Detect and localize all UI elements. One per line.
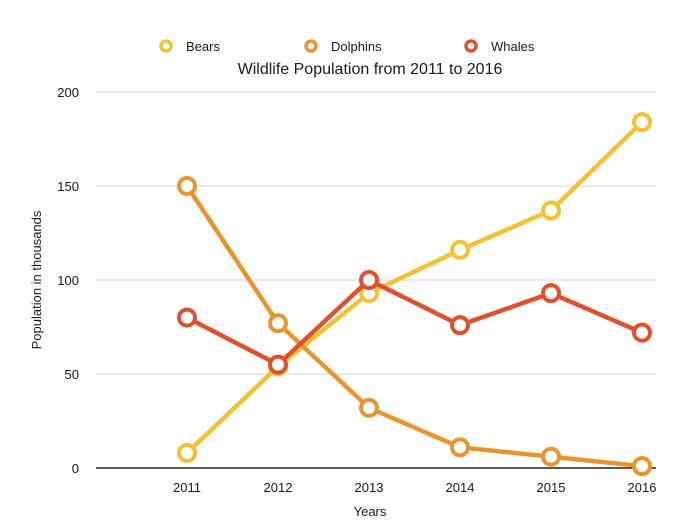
data-point — [177, 442, 197, 463]
legend: Bears Dolphins Whales — [159, 39, 535, 54]
series-layer — [177, 112, 652, 477]
data-point — [268, 354, 288, 375]
data-point — [632, 112, 652, 133]
legend-item-whales: Whales — [464, 39, 535, 54]
legend-label: Whales — [491, 39, 535, 54]
y-axis-title: Population in thousands — [29, 210, 44, 349]
y-tick-label: 200 — [57, 85, 79, 100]
data-point — [359, 270, 379, 290]
data-point — [177, 307, 197, 328]
data-point — [632, 322, 652, 343]
series-line — [184, 119, 645, 456]
x-tick-label: 2015 — [537, 480, 566, 495]
data-point — [632, 456, 652, 477]
x-tick-label: 2016 — [628, 480, 657, 495]
data-point — [359, 397, 379, 418]
data-point — [541, 200, 561, 221]
chart-title: Wildlife Population from 2011 to 2016 — [238, 61, 503, 78]
series-line — [184, 277, 645, 367]
data-point — [450, 315, 470, 336]
legend-item-bears: Bears — [159, 39, 220, 54]
legend-label: Dolphins — [331, 39, 382, 54]
data-point — [450, 437, 470, 458]
data-point — [541, 446, 561, 467]
data-point — [450, 239, 470, 260]
series-bears — [177, 112, 652, 463]
legend-marker — [159, 39, 173, 53]
data-point — [177, 176, 197, 196]
legend-item-dolphins: Dolphins — [304, 39, 382, 54]
x-tick-label: 2012 — [264, 480, 293, 495]
x-tick-label: 2013 — [355, 480, 384, 495]
y-axis-ticks: 0 50 100 150 200 — [57, 85, 79, 476]
data-point — [268, 313, 288, 334]
series-line — [184, 183, 645, 469]
x-tick-label: 2011 — [173, 480, 201, 495]
data-point — [541, 283, 561, 304]
legend-label: Bears — [186, 39, 220, 54]
legend-marker — [304, 39, 318, 53]
y-tick-label: 50 — [65, 367, 79, 382]
series-dolphins — [177, 176, 652, 477]
y-tick-label: 100 — [57, 273, 79, 288]
legend-marker — [464, 39, 478, 53]
series-whales — [177, 270, 652, 375]
x-axis-title: Years — [354, 504, 387, 519]
y-tick-label: 0 — [72, 461, 79, 476]
y-tick-label: 150 — [57, 179, 79, 194]
x-axis-ticks: 2011 2012 2013 2014 2015 2016 — [173, 480, 656, 495]
x-tick-label: 2014 — [446, 480, 475, 495]
